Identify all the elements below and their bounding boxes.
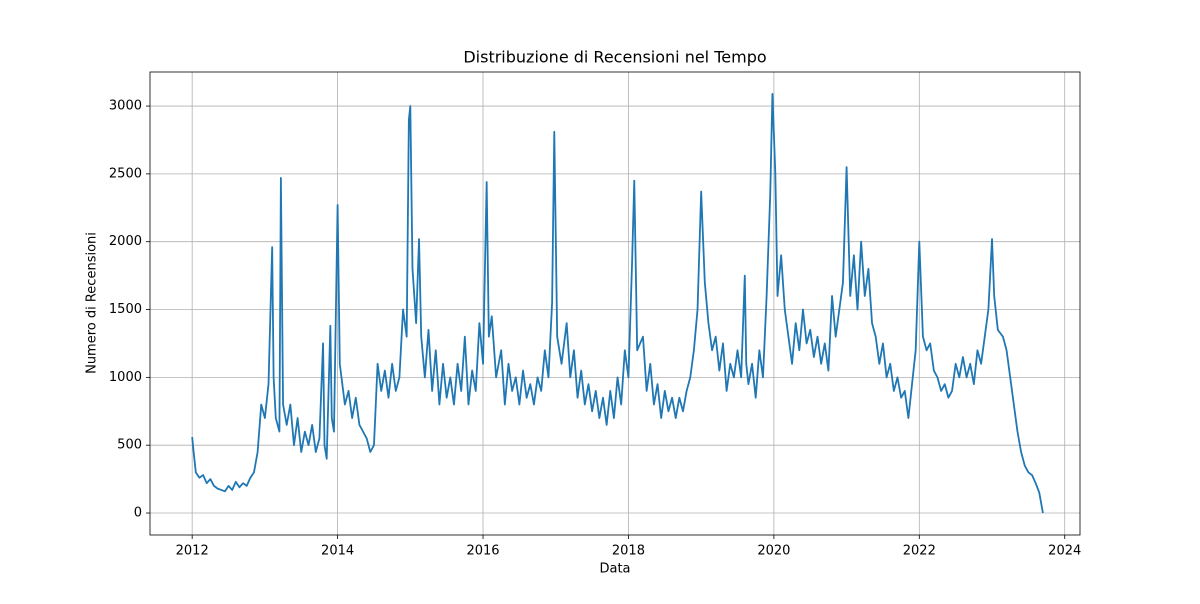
chart-title: Distribuzione di Recensioni nel Tempo bbox=[463, 48, 766, 67]
y-tick-label: 500 bbox=[117, 438, 142, 453]
x-tick-label: 2018 bbox=[612, 544, 645, 559]
x-tick-label: 2016 bbox=[466, 544, 499, 559]
y-tick-label: 0 bbox=[134, 506, 142, 521]
x-axis-label: Data bbox=[599, 562, 630, 577]
y-tick-label: 2000 bbox=[109, 234, 142, 249]
x-tick-label: 2012 bbox=[176, 544, 209, 559]
x-tick-label: 2022 bbox=[903, 544, 936, 559]
plot-frame bbox=[149, 71, 1081, 536]
y-tick-label: 1500 bbox=[109, 302, 142, 317]
y-axis-label: Numero di Recensioni bbox=[85, 232, 100, 374]
data-line bbox=[191, 92, 1044, 514]
x-tick-label: 2020 bbox=[757, 544, 790, 559]
y-tick-label: 2500 bbox=[109, 166, 142, 181]
y-tick-label: 1000 bbox=[109, 370, 142, 385]
x-tick-label: 2014 bbox=[321, 544, 354, 559]
y-tick-label: 3000 bbox=[109, 99, 142, 114]
x-tick-label: 2024 bbox=[1048, 544, 1081, 559]
